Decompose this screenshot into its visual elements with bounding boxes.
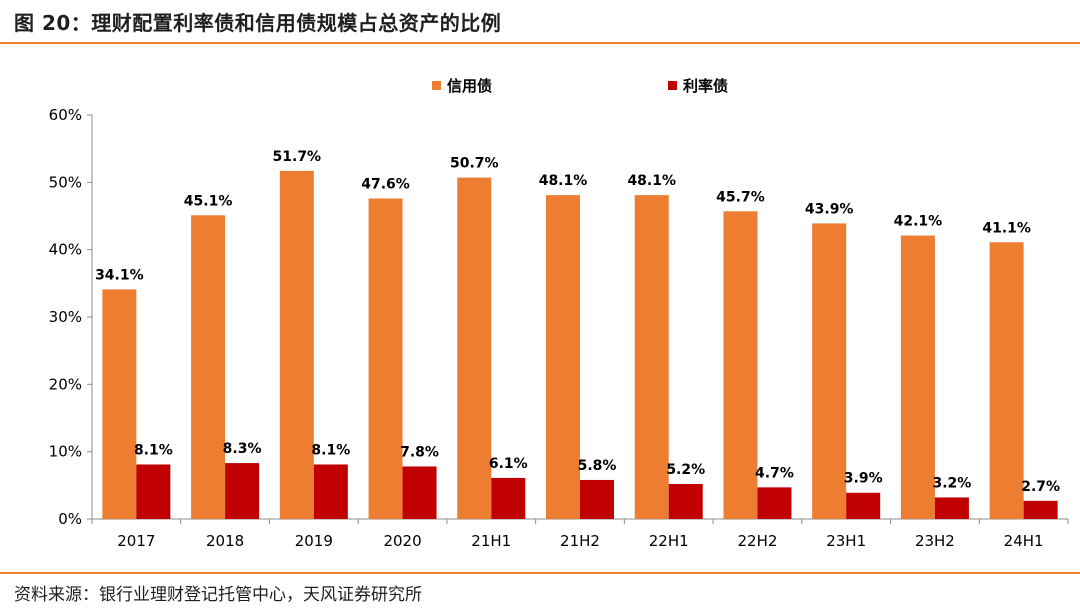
source-divider [0,572,1080,574]
data-label-rate-bond: 7.8% [400,444,439,460]
x-tick-label: 23H1 [826,532,866,550]
bar-credit-bond [102,289,137,519]
data-label-credit-bond: 42.1% [894,214,943,230]
legend-label-rate-bond: 利率债 [683,77,728,95]
x-tick-label: 21H2 [560,532,600,550]
data-label-credit-bond: 47.6% [361,176,410,192]
data-label-rate-bond: 3.2% [932,475,971,491]
bar-rate-bond [757,487,792,519]
bar-rate-bond [491,477,526,519]
x-tick-label: 2019 [295,532,333,550]
y-tick-label: 30% [49,308,82,326]
x-tick-label: 22H1 [649,532,689,550]
x-tick-label: 2020 [383,532,421,550]
title-divider [0,42,1080,44]
data-label-rate-bond: 3.9% [844,471,883,487]
bar-credit-bond [191,215,226,519]
data-label-rate-bond: 2.7% [1021,479,1060,495]
data-label-credit-bond: 48.1% [539,173,588,189]
data-label-rate-bond: 5.8% [578,458,617,474]
bar-credit-bond [457,177,492,519]
data-label-credit-bond: 34.1% [95,267,144,283]
bar-rate-bond [668,483,703,519]
data-label-rate-bond: 8.1% [134,442,173,458]
data-label-credit-bond: 51.7% [273,149,322,165]
y-tick-label: 60% [49,106,82,124]
bar-credit-bond [634,195,669,520]
legend-label-credit-bond: 信用债 [447,77,492,95]
data-label-rate-bond: 8.1% [311,442,350,458]
y-tick-label: 20% [49,375,82,393]
bar-credit-bond [989,242,1024,519]
bar-rate-bond [1023,500,1058,519]
bar-rate-bond [934,497,969,519]
data-label-rate-bond: 5.2% [666,462,705,478]
data-label-credit-bond: 41.1% [982,220,1031,236]
data-label-rate-bond: 8.3% [223,441,262,457]
bar-credit-bond [900,235,935,519]
data-label-credit-bond: 43.9% [805,201,854,217]
y-tick-label: 10% [49,443,82,461]
bar-rate-bond [136,464,171,519]
y-tick-label: 0% [58,510,82,528]
data-label-credit-bond: 50.7% [450,156,499,172]
bar-chart: 信用债 利率债 0% 10% 20% 30% 40% 50% 60% 2017 2018 2019 2… [49,77,1069,550]
y-tick-label: 40% [49,241,82,259]
figure-source: 资料来源：银行业理财登记托管中心，天风证券研究所 [14,585,422,605]
data-label-credit-bond: 45.1% [184,193,233,209]
data-label-rate-bond: 4.7% [755,465,794,481]
bar-credit-bond [812,223,847,519]
bar-rate-bond [402,466,437,519]
figure-title: 图 20：理财配置利率债和信用债规模占总资产的比例 [14,11,502,35]
bar-credit-bond [546,195,580,520]
x-tick-label: 2018 [206,532,244,550]
data-label-credit-bond: 45.7% [716,189,765,205]
chart-legend: 信用债 利率债 [432,77,728,95]
chart-data-labels: 34.1% 45.1% 51.7% 47.6% 50.7% 48.1% 48.1% 45.7%… [95,149,1060,495]
bar-rate-bond [580,479,614,519]
bar-credit-bond [368,198,403,519]
y-tick-label: 50% [49,173,82,191]
bar-credit-bond [279,170,314,520]
x-tick-label: 23H2 [915,532,955,550]
bar-rate-bond [225,463,260,519]
x-tick-label: 22H2 [737,532,777,550]
bar-rate-bond [313,464,348,519]
data-label-credit-bond: 48.1% [627,173,676,189]
chart-bars [102,170,1058,520]
legend-swatch-rate-bond [668,81,677,90]
data-label-rate-bond: 6.1% [489,456,528,472]
bar-rate-bond [846,492,881,519]
bar-credit-bond [723,211,758,519]
x-tick-label: 2017 [117,532,155,550]
x-tick-label: 21H1 [471,532,511,550]
legend-swatch-credit-bond [432,81,441,90]
x-tick-label: 24H1 [1004,532,1044,550]
